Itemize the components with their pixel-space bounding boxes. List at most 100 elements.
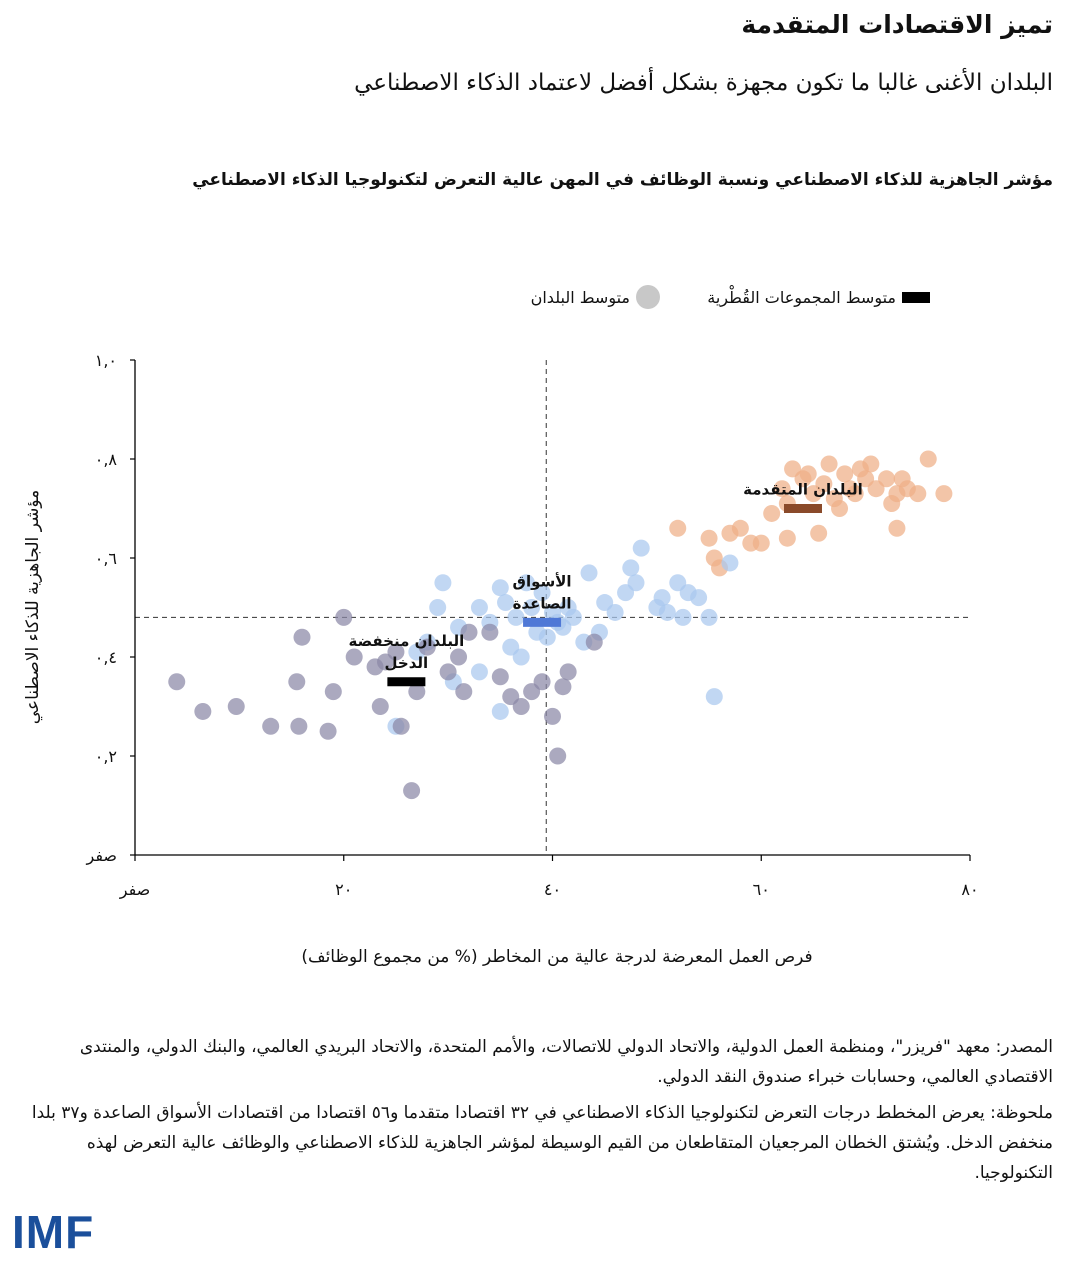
data-point-advanced: [909, 485, 927, 503]
data-point-emerging: [470, 663, 488, 681]
data-point-low-income: [585, 633, 603, 651]
x-tick-label: ٦٠: [753, 880, 770, 899]
data-point-advanced: [778, 529, 796, 547]
data-point-advanced: [846, 485, 864, 503]
legend-label-group-average: متوسط المجموعات القُطْرية: [707, 287, 896, 307]
data-point-emerging: [429, 599, 447, 616]
data-point-low-income: [345, 648, 363, 666]
data-point-low-income: [319, 722, 337, 740]
data-point-low-income: [335, 608, 353, 626]
data-point-low-income: [262, 717, 280, 735]
data-point-low-income: [455, 683, 473, 701]
data-point-emerging: [653, 589, 671, 607]
legend-label-country-average: متوسط البلدان: [530, 287, 630, 307]
data-point-advanced: [810, 524, 828, 542]
data-point-advanced: [831, 500, 849, 517]
data-point-low-income: [168, 673, 186, 691]
data-point-advanced: [700, 529, 718, 547]
group-marker-label: البلدان المتقدمة: [743, 481, 863, 499]
data-point-emerging: [632, 539, 650, 557]
data-point-emerging: [491, 702, 509, 720]
data-point-emerging: [564, 608, 582, 626]
data-point-emerging: [517, 574, 535, 592]
data-point-low-income: [450, 648, 468, 666]
data-point-low-income: [403, 782, 421, 800]
x-axis-label: فرص العمل المعرضة لدرجة عالية من المخاطر…: [301, 947, 812, 967]
group-average-bar: [523, 617, 562, 627]
data-point-emerging: [470, 599, 488, 616]
data-point-low-income: [491, 668, 509, 686]
data-point-advanced: [815, 475, 833, 493]
legend-dot-swatch: [636, 285, 660, 309]
group-average-bar: [387, 677, 426, 687]
data-point-low-income: [392, 717, 410, 735]
data-point-emerging: [705, 688, 723, 706]
chart-notes: المصدر: معهد "فريزر"، ومنظمة العمل الدول…: [13, 1032, 1053, 1194]
y-axis-label: مؤشر الجاهزية للذكاء الاصطناعي: [23, 490, 43, 724]
data-point-low-income: [324, 683, 342, 701]
page-title: تميز الاقتصادات المتقدمة: [741, 10, 1053, 39]
data-point-low-income: [544, 707, 561, 725]
data-point-low-income: [293, 628, 311, 646]
data-point-low-income: [290, 717, 308, 735]
group-marker-label: الأسواق: [513, 572, 572, 590]
data-point-advanced: [888, 519, 906, 537]
x-tick-label: ٢٠: [335, 880, 352, 899]
data-point-advanced: [862, 455, 880, 473]
y-tick-label: ٠,٦: [95, 549, 117, 568]
data-point-emerging: [497, 594, 515, 612]
data-point-emerging: [622, 559, 640, 577]
data-point-advanced: [752, 534, 770, 552]
data-point-advanced: [820, 455, 838, 473]
x-tick-label: ٨٠: [961, 880, 978, 899]
data-point-advanced: [919, 450, 937, 468]
data-point-emerging: [700, 608, 718, 626]
chart-title: مؤشر الجاهزية للذكاء الاصطناعي ونسبة الو…: [192, 170, 1053, 190]
data-point-advanced: [763, 504, 781, 522]
data-point-low-income: [512, 698, 530, 715]
legend-bar-swatch: [902, 291, 930, 303]
data-point-emerging: [434, 574, 452, 592]
imf-logo: IMF: [12, 1206, 95, 1258]
note-text: ملحوظة: يعرض المخطط درجات التعرض لتكنولو…: [31, 1103, 1053, 1183]
data-point-emerging: [512, 648, 530, 666]
data-point-emerging: [627, 574, 645, 592]
group-average-bar: [784, 504, 822, 513]
y-tick-label: صفر: [85, 846, 117, 866]
data-point-low-income: [194, 702, 212, 720]
data-points: [168, 450, 953, 800]
chart-axes: [130, 359, 971, 861]
data-point-advanced: [878, 470, 895, 488]
data-point-emerging: [674, 608, 692, 626]
data-point-low-income: [549, 747, 567, 765]
source-text: المصدر: معهد "فريزر"، ومنظمة العمل الدول…: [79, 1037, 1053, 1087]
data-point-low-income: [533, 673, 551, 691]
data-point-emerging: [658, 603, 676, 621]
chart-legend: متوسط المجموعات القُطْرية متوسط البلدان: [470, 282, 930, 312]
data-point-low-income: [227, 698, 245, 715]
y-tick-label: ٠,٨: [95, 450, 118, 469]
legend-item-group-average: متوسط المجموعات القُطْرية: [707, 282, 930, 312]
legend-item-country-average: متوسط البلدان: [531, 282, 660, 312]
data-point-low-income: [439, 663, 457, 681]
data-point-low-income: [408, 683, 426, 701]
data-point-low-income: [371, 698, 389, 715]
data-point-emerging: [523, 599, 541, 616]
data-point-low-income: [481, 623, 499, 641]
data-point-advanced: [836, 465, 854, 483]
data-point-advanced: [731, 519, 749, 537]
data-point-low-income: [460, 623, 478, 641]
data-point-emerging: [721, 554, 739, 572]
x-tick-label: صفر: [119, 880, 151, 900]
tick-labels: صفر ٠,٢ ٠,٤ ٠,٦ ٠,٨ ١,٠ صفر ٢٠ ٤٠ ٦٠ ٨٠: [85, 351, 978, 900]
data-point-advanced: [935, 485, 953, 503]
data-point-emerging: [538, 628, 556, 646]
y-tick-label: ٠,٢: [95, 747, 117, 766]
data-point-emerging: [507, 608, 525, 626]
data-point-low-income: [418, 638, 436, 656]
x-tick-label: ٤٠: [544, 880, 561, 899]
group-markers: البلدان منخفضة الدخل الأسواق الصاعدة البلدان…: [349, 481, 863, 687]
y-tick-label: ٠,٤: [95, 648, 117, 667]
data-point-emerging: [580, 564, 598, 582]
group-marker-label: البلدان منخفضة: [349, 632, 465, 650]
